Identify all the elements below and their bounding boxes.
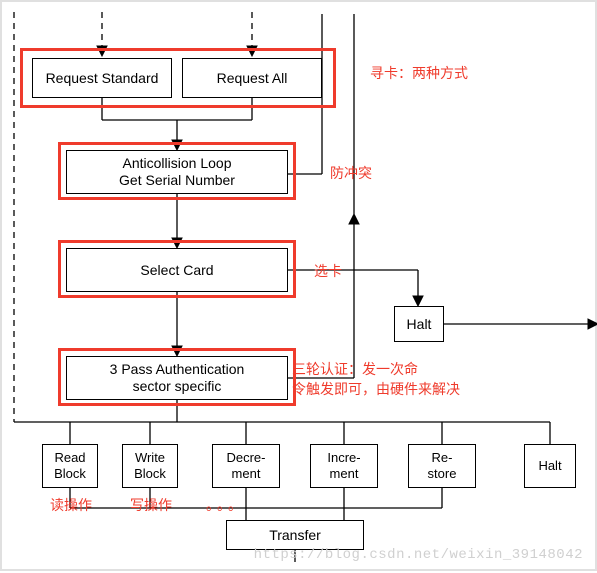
label: Write Block bbox=[134, 450, 166, 481]
diagram-canvas: Request Standard Request All Anticollisi… bbox=[0, 0, 597, 571]
annotation-read: 读操作 bbox=[50, 496, 92, 516]
label: Read Block bbox=[54, 450, 86, 481]
annotation-auth: 三轮认证：发一次命 令触发即可，由硬件来解决 bbox=[292, 360, 460, 399]
label: Anticollision Loop Get Serial Number bbox=[119, 155, 235, 189]
label: Decre- ment bbox=[226, 450, 265, 481]
box-halt-2: Halt bbox=[524, 444, 576, 488]
box-transfer: Transfer bbox=[226, 520, 364, 550]
label: Request All bbox=[217, 70, 288, 87]
box-auth: 3 Pass Authentication sector specific bbox=[66, 356, 288, 400]
annotation-write: 写操作 bbox=[130, 496, 172, 516]
box-restore: Re- store bbox=[408, 444, 476, 488]
box-write: Write Block bbox=[122, 444, 178, 488]
box-decrement: Decre- ment bbox=[212, 444, 280, 488]
annotation-request: 寻卡：两种方式 bbox=[370, 64, 468, 84]
box-select-card: Select Card bbox=[66, 248, 288, 292]
box-read: Read Block bbox=[42, 444, 98, 488]
box-request-standard: Request Standard bbox=[32, 58, 172, 98]
box-request-all: Request All bbox=[182, 58, 322, 98]
label: 3 Pass Authentication sector specific bbox=[110, 361, 245, 395]
annotation-anticollision: 防冲突 bbox=[330, 164, 372, 184]
label: Halt bbox=[407, 316, 432, 333]
annotation-ellipsis: 。。。 bbox=[206, 496, 246, 516]
label: Re- store bbox=[428, 450, 457, 481]
label: Request Standard bbox=[46, 70, 159, 87]
box-halt-1: Halt bbox=[394, 306, 444, 342]
box-anticollision: Anticollision Loop Get Serial Number bbox=[66, 150, 288, 194]
label: Select Card bbox=[140, 262, 213, 279]
annotation-select: 选卡 bbox=[314, 262, 342, 282]
watermark: https://blog.csdn.net/weixin_39148042 bbox=[254, 547, 583, 563]
label: Halt bbox=[538, 458, 561, 474]
label: Incre- ment bbox=[327, 450, 360, 481]
label: Transfer bbox=[269, 527, 321, 544]
box-increment: Incre- ment bbox=[310, 444, 378, 488]
